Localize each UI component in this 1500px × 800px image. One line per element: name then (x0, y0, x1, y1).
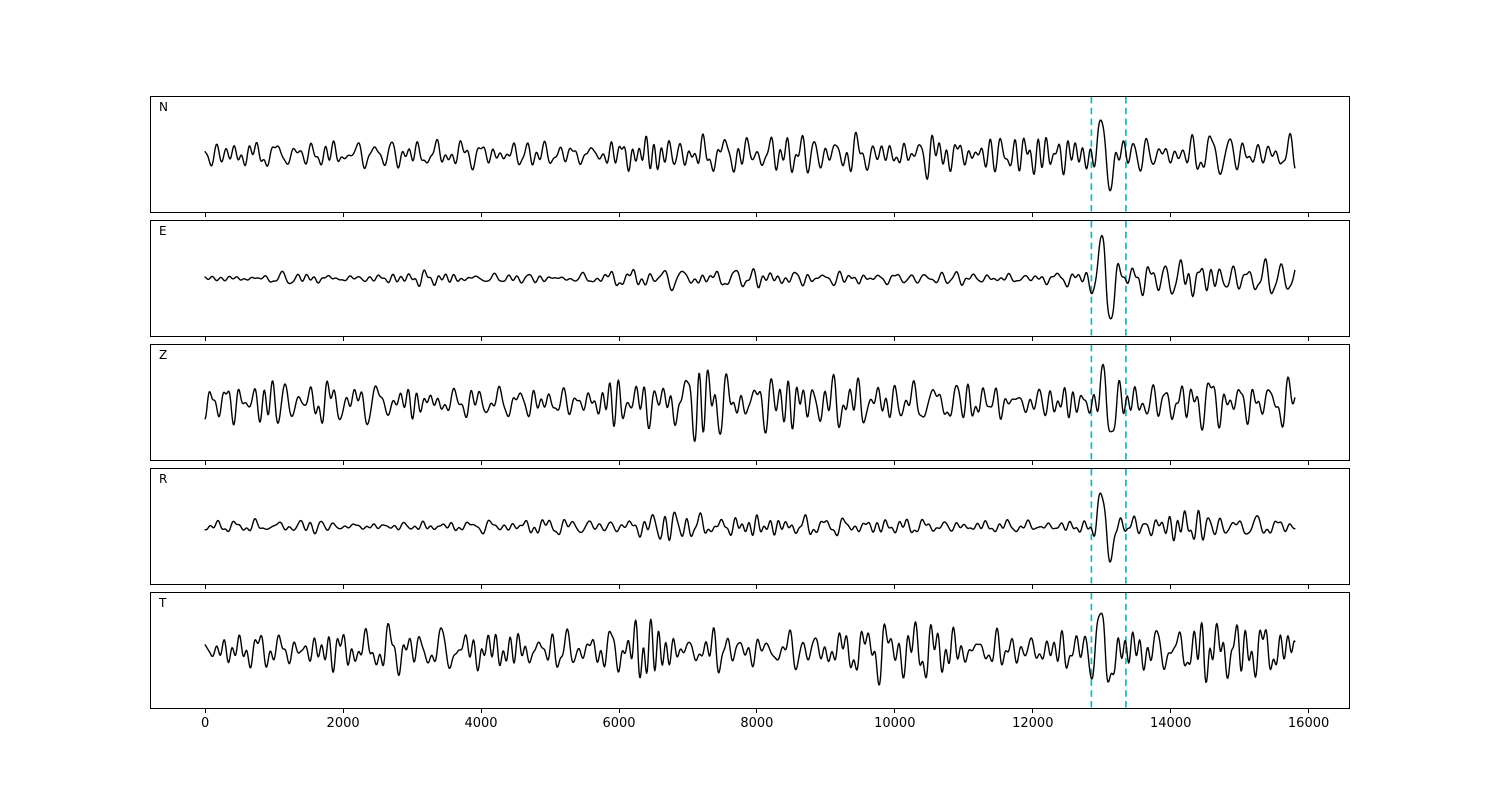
trace-panel-N: N (150, 96, 1350, 213)
trace-label: N (159, 100, 168, 114)
x-axis-tick (1170, 337, 1172, 341)
waveform-trace (204, 119, 1296, 192)
x-axis-tick (618, 709, 620, 713)
x-axis-tick-label: 0 (201, 716, 210, 731)
x-axis-tick (618, 213, 620, 217)
x-axis-tick-label: 14000 (1150, 716, 1192, 731)
trace-label: T (159, 596, 167, 610)
x-axis-tick (204, 213, 206, 217)
x-axis-tick (1032, 709, 1034, 713)
x-axis-tick (1170, 585, 1172, 589)
trace-panel-T: T (150, 592, 1350, 709)
x-axis-tick (204, 337, 206, 341)
x-axis-tick (480, 709, 482, 713)
trace-panel-E: E (150, 220, 1350, 337)
waveform-svg (204, 97, 1296, 212)
x-axis-tick (618, 585, 620, 589)
trace-panel-R: R (150, 468, 1350, 585)
waveform-trace (204, 234, 1296, 320)
x-axis-tick-label: 4000 (464, 716, 498, 731)
waveform-trace (204, 492, 1296, 563)
x-axis-tick (894, 709, 896, 713)
x-axis-tick (618, 461, 620, 465)
x-axis-tick (618, 337, 620, 341)
x-axis-tick (480, 337, 482, 341)
x-axis-tick (1170, 213, 1172, 217)
waveform-svg (204, 593, 1296, 708)
x-axis-tick-label: 16000 (1287, 716, 1330, 731)
x-axis-tick (1032, 461, 1034, 465)
x-axis-tick-label: 6000 (602, 716, 636, 731)
x-axis-tick (1032, 585, 1034, 589)
x-axis-tick (894, 461, 896, 465)
waveform-svg (204, 221, 1296, 336)
waveform-svg (204, 469, 1296, 584)
x-axis-tick (204, 461, 206, 465)
x-axis-tick (1032, 213, 1034, 217)
x-axis-tick-label: 12000 (1012, 716, 1054, 731)
x-axis-tick (756, 461, 758, 465)
x-axis-tick (1308, 213, 1310, 217)
x-axis-tick (894, 337, 896, 341)
x-axis-tick (894, 585, 896, 589)
x-axis-tick (1170, 461, 1172, 465)
trace-label: E (159, 224, 167, 238)
x-axis-tick (756, 585, 758, 589)
x-axis-tick (756, 213, 758, 217)
x-axis-tick (480, 585, 482, 589)
x-axis-tick (756, 709, 758, 713)
x-axis-tick (342, 337, 344, 341)
trace-label: R (159, 472, 168, 486)
x-axis-tick (480, 213, 482, 217)
x-axis-tick (894, 213, 896, 217)
waveform-svg (204, 345, 1296, 460)
x-axis-tick (342, 709, 344, 713)
x-axis-tick (480, 461, 482, 465)
trace-panel-Z: Z (150, 344, 1350, 461)
x-axis-tick (1308, 709, 1310, 713)
x-axis-tick (1032, 337, 1034, 341)
trace-label: Z (159, 348, 168, 362)
x-axis-tick-label: 2000 (326, 716, 360, 731)
x-axis-tick (342, 213, 344, 217)
x-axis-tick (1308, 337, 1310, 341)
x-axis-tick (1170, 709, 1172, 713)
x-axis-tick (342, 585, 344, 589)
x-axis-tick (1308, 585, 1310, 589)
x-axis-tick (342, 461, 344, 465)
x-axis-tick-label: 8000 (740, 716, 774, 731)
waveform-trace (204, 363, 1296, 443)
x-axis-tick (756, 337, 758, 341)
x-axis-tick (204, 709, 206, 713)
x-axis-tick-label: 10000 (874, 716, 916, 731)
x-axis-tick (1308, 461, 1310, 465)
x-axis-tick (204, 585, 206, 589)
waveform-trace (204, 612, 1296, 686)
